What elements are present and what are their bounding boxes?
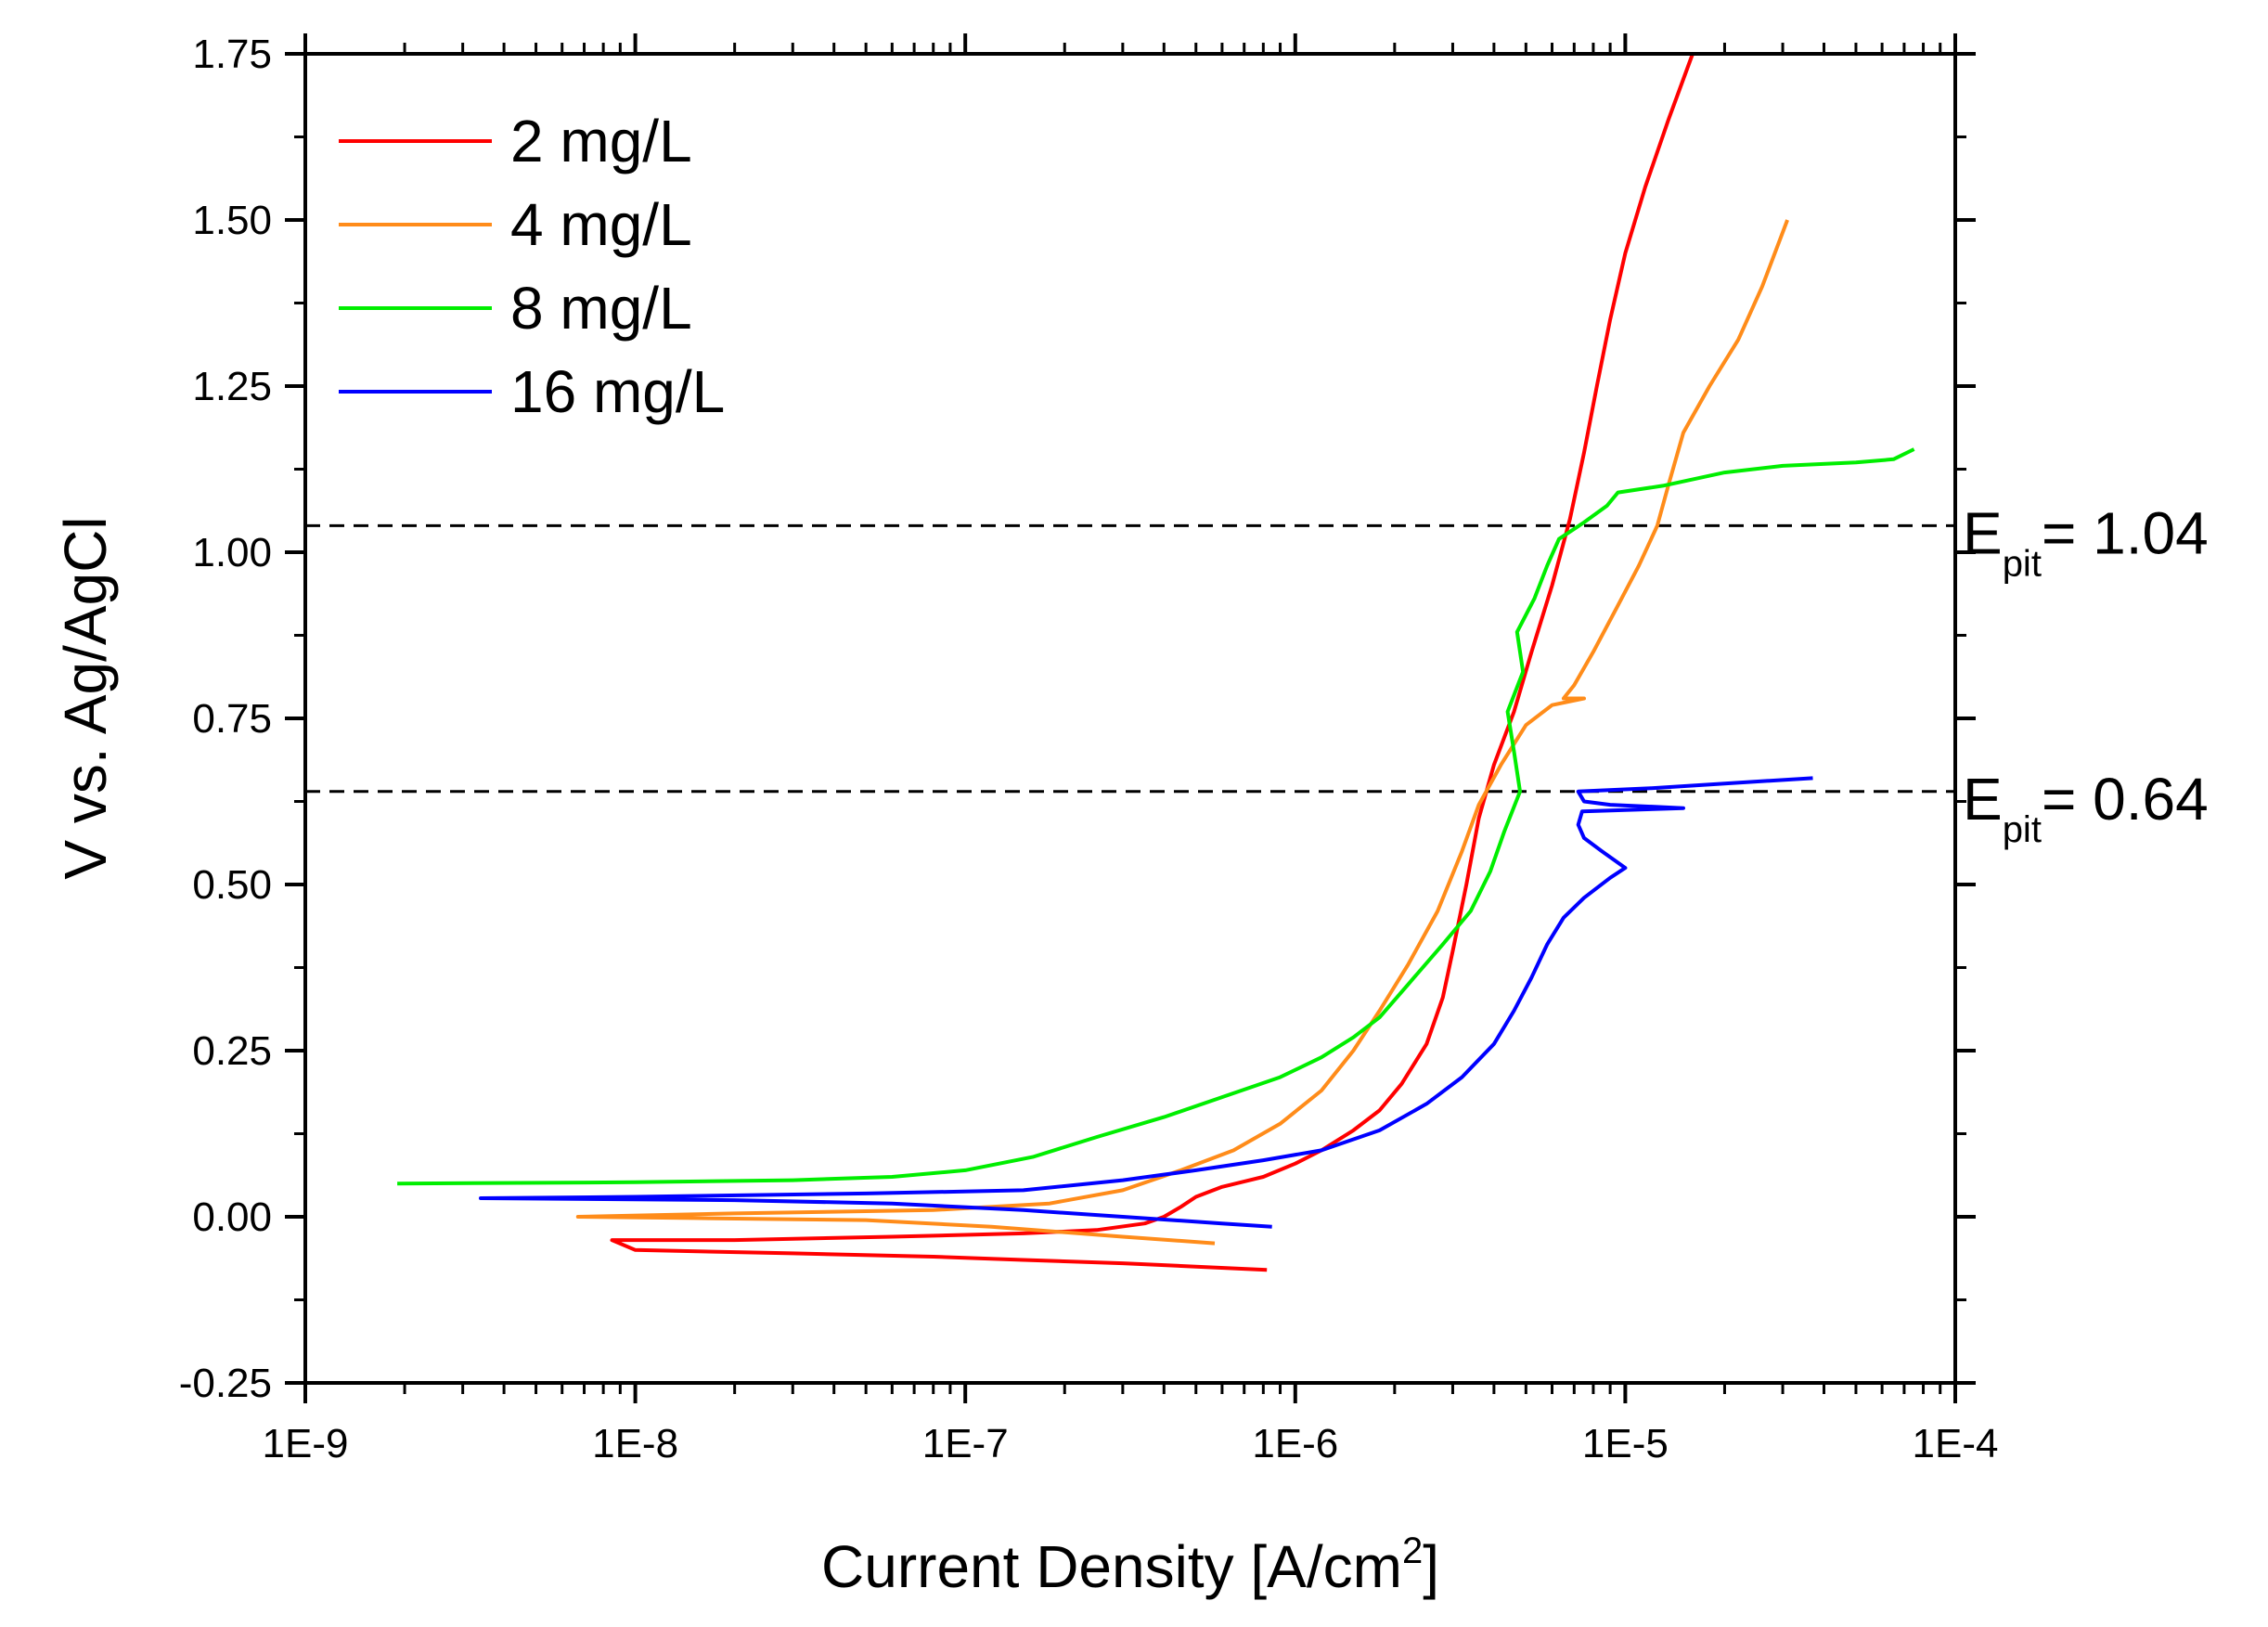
y-tick-label: 1.00: [192, 530, 272, 575]
series-group: [397, 53, 1915, 1272]
x-tick-label: 1E-8: [592, 1421, 678, 1466]
x-tick-label: 1E-4: [1913, 1421, 1999, 1466]
x-tick-label: 1E-7: [922, 1421, 1009, 1466]
y-tick-label: 0.75: [192, 696, 272, 742]
y-tick-label: 1.25: [192, 364, 272, 409]
series-line-2-mg-l: [610, 53, 1695, 1272]
tick-labels-group: 1E-9 1E-8 1E-7 1E-6 1E-5 1E-4 -0.25 0.00 0.25 0.5…: [179, 32, 1999, 1466]
y-axis-title: V vs. Ag/AgCl: [52, 516, 119, 879]
y-tick-label: -0.25: [179, 1361, 272, 1406]
y-tick-label: 1.75: [192, 32, 272, 77]
epit-annotations: Epit= 1.04 Epit= 0.64: [1963, 499, 2209, 849]
series-line-8-mg-l: [397, 447, 1915, 1186]
x-tick-label: 1E-9: [263, 1421, 349, 1466]
epit-label: Epit= 0.64: [1963, 766, 2209, 850]
series-line-4-mg-l: [575, 219, 1789, 1246]
series-line-16-mg-l: [479, 776, 1813, 1229]
legend-label: 2 mg/L: [510, 108, 692, 174]
legend-label: 16 mg/L: [510, 358, 725, 425]
legend-label: 8 mg/L: [510, 275, 692, 342]
epit-label: Epit= 1.04: [1963, 499, 2209, 584]
y-tick-label: 0.25: [192, 1028, 272, 1074]
y-tick-label: 1.50: [192, 198, 272, 243]
legend-label: 4 mg/L: [510, 191, 692, 258]
y-tick-label: 0.50: [192, 862, 272, 908]
x-tick-label: 1E-6: [1252, 1421, 1338, 1466]
y-tick-label: 0.00: [192, 1194, 272, 1240]
axis-ticks-group: [285, 33, 1976, 1403]
reference-lines-group: [305, 523, 1955, 794]
x-tick-label: 1E-5: [1582, 1421, 1669, 1466]
x-axis-title-superscript: 2: [1402, 1530, 1423, 1571]
x-axis-title: Current Density [A/cm2]: [821, 1530, 1439, 1600]
legend: 2 mg/L 4 mg/L 8 mg/L 16 mg/L: [339, 108, 725, 425]
